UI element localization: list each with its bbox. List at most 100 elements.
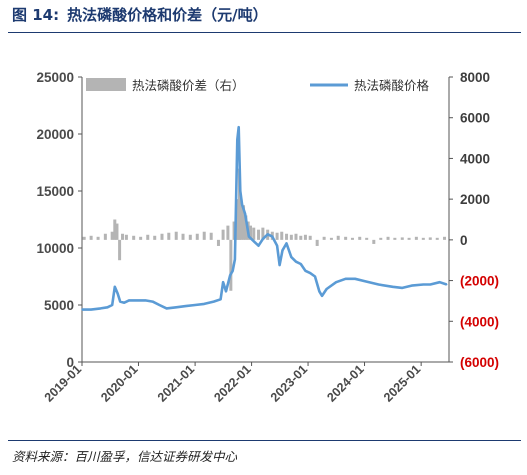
legend-label-spread: 热法磷酸价差（右） [132,78,245,93]
spread-bar [285,233,289,240]
price-point [151,300,154,303]
spread-bar [421,237,425,240]
spread-bar [275,232,279,240]
price-point [116,292,119,295]
spread-bar [248,225,252,240]
spread-bar [350,237,354,240]
spread-bar [244,215,248,240]
price-point [401,287,404,289]
spread-bar [400,237,404,240]
figure-number: 图 14: [12,6,60,24]
price-point [225,290,227,293]
spread-bar [386,236,390,240]
price-point [335,281,337,284]
left-tick-label: 15000 [36,184,74,199]
spread-bar [167,232,171,240]
price-point [252,240,255,242]
legend-swatch-spread [86,78,126,91]
price-point [422,283,425,286]
right-tick-label: 6000 [460,111,490,126]
price-point [123,301,126,304]
price-point [237,126,240,128]
spread-bar [113,219,117,240]
right-tick-label: (4000) [460,314,499,329]
spread-bars [82,168,447,291]
spread-bar [232,221,236,240]
price-point [429,283,432,286]
right-tick-label: 4000 [460,151,490,166]
spread-bar [365,237,369,240]
spread-bar [435,237,439,240]
spread-bar [202,231,206,240]
right-tick-label: 0 [460,233,468,248]
spread-bar [121,233,125,240]
left-tick-label: 10000 [36,241,74,256]
spread-bar [195,233,199,240]
spread-bar [336,235,340,240]
spread-bar [329,237,333,240]
price-point [278,264,281,266]
spread-bar [209,232,213,240]
price-point [281,249,284,252]
price-point [438,281,441,284]
spread-bar [280,231,284,240]
spread-bar [115,223,119,240]
price-point [99,307,102,310]
price-point [285,242,288,245]
spread-bar [393,237,397,240]
spread-bar [229,239,233,291]
price-point [248,235,250,238]
price-point [314,275,316,278]
price-point [363,280,366,282]
spread-bar [82,236,86,240]
spread-bar [308,235,312,240]
right-tick-label: 8000 [460,70,490,85]
spread-bar [110,231,114,240]
price-point [295,260,297,263]
spread-bar [289,234,293,240]
spread-bar [239,199,243,240]
right-tick-label: 2000 [460,192,490,207]
spread-bar [252,227,256,240]
spread-bar [146,234,150,240]
price-point [231,270,234,272]
price-point [290,256,293,258]
price-point [212,300,215,303]
price-point [203,303,206,305]
spread-bar [89,235,93,240]
price-point [128,299,130,302]
price-point [309,272,312,274]
x-tick-label: 2023-01 [268,362,310,404]
spread-bar [257,229,261,240]
spread-bar [299,235,303,240]
spread-bar [221,229,225,240]
left-tick-label: 0 [66,355,74,370]
price-point [377,283,380,286]
figure-title: 图 14: 热法磷酸价格和价差（元/吨） [12,4,268,25]
price-point [194,304,196,306]
x-tick-label: 2025-01 [381,362,423,404]
left-tick-label: 5000 [44,298,74,313]
price-point [90,308,92,311]
spread-bar [216,239,220,246]
price-point [410,284,413,287]
price-point [321,295,323,297]
spread-bar [181,233,185,240]
price-point [241,203,243,206]
spread-bar [139,236,143,240]
legend: 热法磷酸价差（右） 热法磷酸价格 [86,78,430,93]
spread-bar [242,205,246,240]
spread-bar [443,236,447,240]
price-point [119,300,122,303]
price-point [244,213,246,215]
price-line-layer [81,125,448,311]
price-point [106,306,109,309]
spread-bar [124,234,128,240]
price-point [111,304,113,306]
x-tick-label: 2022-01 [211,362,253,404]
price-point [344,277,347,280]
price-point [165,307,168,310]
price-point [219,298,222,301]
price-point [445,283,448,286]
